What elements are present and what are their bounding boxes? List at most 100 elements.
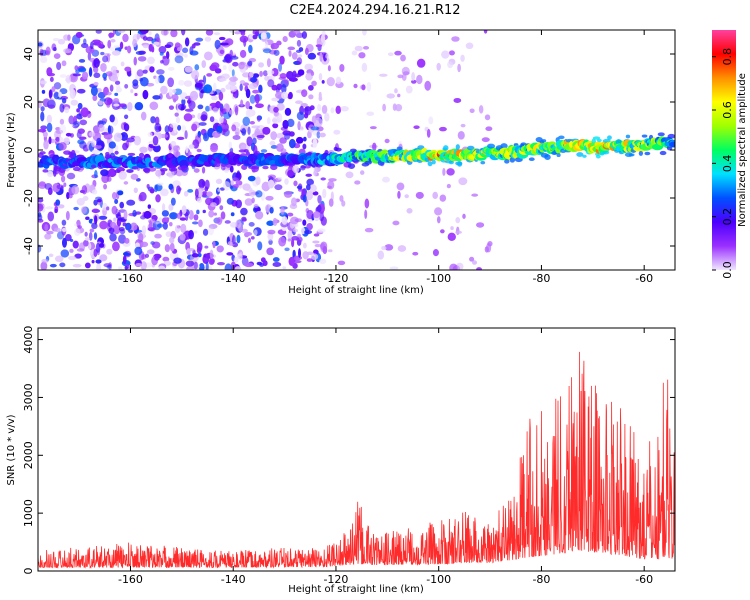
heatmap-signal-fringe: [159, 168, 168, 172]
heatmap-noise-cell: [69, 238, 74, 242]
heatmap-noise-cell: [247, 126, 251, 136]
heatmap-noise-cell: [277, 176, 283, 180]
heatmap-noise-cell: [184, 108, 194, 112]
heatmap-noise-cell: [270, 131, 278, 141]
heatmap-signal-fringe: [73, 166, 81, 172]
heatmap-noise-cell: [91, 208, 100, 214]
heatmap-noise-cell: [476, 267, 482, 270]
heatmap-noise-cell: [168, 221, 173, 227]
heatmap-noise-cell: [199, 90, 204, 99]
heatmap-noise-cell: [101, 174, 110, 184]
heatmap-noise-cell: [60, 249, 70, 258]
heatmap-noise-cell: [88, 231, 93, 241]
heatmap-noise-cell: [173, 257, 182, 264]
heatmap-noise-cell: [74, 253, 82, 259]
heatmap-noise-cell: [432, 191, 439, 200]
heatmap-noise-cell: [282, 36, 288, 43]
heatmap-noise-cell: [136, 33, 141, 40]
heatmap-noise-cell: [205, 30, 214, 36]
heatmap-noise-cell: [250, 236, 255, 240]
heatmap-noise-cell: [316, 131, 321, 139]
heatmap-noise-cell: [157, 132, 162, 140]
heatmap-noise-cell: [56, 61, 62, 71]
heatmap-noise-cell: [54, 208, 58, 214]
heatmap-noise-cell: [72, 73, 81, 77]
heatmap-noise-cell: [229, 55, 239, 60]
heatmap-noise-cell: [164, 44, 172, 49]
heatmap-noise-cell: [281, 91, 289, 100]
heatmap-noise-cell: [249, 120, 255, 125]
heatmap-noise-cell: [107, 125, 114, 135]
x-tick-label: -140: [221, 272, 246, 285]
heatmap-noise-cell: [245, 88, 251, 99]
heatmap-noise-cell: [59, 118, 65, 125]
heatmap-noise-cell: [214, 68, 222, 74]
x-tick-label: -120: [323, 272, 348, 285]
heatmap-noise-cell: [70, 99, 79, 106]
heatmap-noise-cell: [297, 54, 303, 58]
y-tick-label: -40: [22, 237, 35, 255]
heatmap-noise-cell: [183, 190, 189, 197]
heatmap-noise-cell: [252, 73, 260, 78]
heatmap-noise-cell: [313, 211, 321, 219]
heatmap-noise-cell: [41, 89, 46, 94]
x-tick-label: -60: [635, 573, 653, 586]
heatmap-noise-cell: [264, 41, 269, 48]
heatmap-noise-cell: [293, 30, 301, 34]
heatmap-noise-cell: [111, 192, 117, 200]
heatmap-noise-cell: [40, 125, 48, 130]
heatmap-signal-fringe: [90, 164, 97, 169]
heatmap-noise-cell: [288, 131, 295, 137]
heatmap-noise-cell: [158, 217, 163, 223]
heatmap-noise-cell: [172, 145, 181, 152]
heatmap-signal-fringe: [638, 150, 644, 156]
heatmap-noise-cell: [345, 171, 354, 179]
heatmap-noise-cell: [85, 237, 90, 241]
heatmap-noise-cell: [198, 219, 203, 228]
heatmap-noise-cell: [117, 217, 123, 221]
heatmap-noise-cell: [212, 82, 217, 92]
heatmap-noise-cell: [48, 136, 52, 145]
heatmap-noise-cell: [63, 182, 67, 187]
heatmap-noise-cell: [93, 125, 100, 136]
heatmap-noise-cell: [39, 48, 44, 57]
heatmap-noise-cell: [455, 217, 461, 224]
heatmap-noise-cell: [158, 125, 162, 132]
heatmap-noise-cell: [457, 63, 461, 73]
heatmap-noise-cell: [239, 83, 243, 92]
heatmap-signal-fringe: [480, 160, 486, 165]
heatmap-noise-cell: [288, 256, 295, 267]
heatmap-noise-cell: [162, 55, 167, 59]
heatmap-noise-cell: [261, 181, 271, 192]
heatmap-noise-cell: [234, 266, 242, 270]
heatmap-noise-cell: [154, 116, 160, 126]
heatmap-noise-cell: [202, 132, 210, 142]
heatmap-noise-cell: [55, 136, 60, 142]
heatmap-noise-cell: [305, 184, 311, 191]
heatmap-noise-cell: [397, 74, 404, 79]
heatmap-noise-cell: [92, 39, 101, 44]
heatmap-noise-cell: [135, 50, 145, 56]
heatmap-signal-fringe: [114, 169, 121, 174]
heatmap-noise-cell: [216, 245, 224, 253]
heatmap-noise-cell: [276, 83, 282, 91]
heatmap-noise-cell: [353, 83, 358, 89]
heatmap-noise-cell: [38, 128, 47, 133]
heatmap-noise-cell: [66, 192, 70, 200]
heatmap-noise-cell: [80, 206, 88, 214]
heatmap-noise-cell: [146, 249, 155, 255]
heatmap-noise-cell: [219, 107, 224, 117]
heatmap-noise-cell: [90, 86, 98, 96]
heatmap-noise-cell: [386, 93, 396, 99]
heatmap-noise-cell: [58, 91, 62, 98]
heatmap-noise-cell: [229, 85, 238, 92]
heatmap-noise-cell: [322, 188, 327, 199]
heatmap-noise-cell: [214, 39, 221, 50]
x-tick-label: -60: [635, 272, 653, 285]
heatmap-signal-fringe: [576, 152, 584, 157]
heatmap-noise-cell: [288, 77, 298, 82]
heatmap-signal-fringe: [138, 152, 145, 158]
heatmap-noise-cell: [262, 126, 271, 135]
heatmap-noise-cell: [142, 36, 148, 41]
heatmap-noise-cell: [204, 36, 212, 42]
